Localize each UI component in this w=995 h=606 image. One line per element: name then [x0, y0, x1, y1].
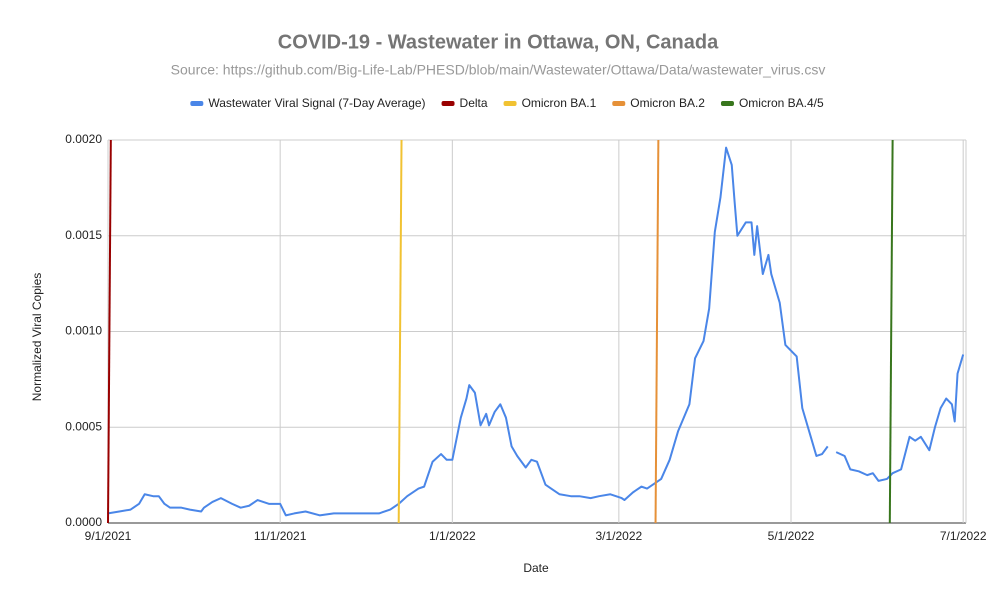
legend-label: Delta	[460, 96, 488, 110]
y-axis-label: Normalized Viral Copies	[30, 273, 44, 402]
series-line	[107, 146, 965, 517]
x-axis-label: Date	[523, 561, 549, 575]
legend-label: Omicron BA.1	[522, 96, 597, 110]
y-tick-label: 0.0020	[65, 132, 102, 146]
legend-swatch	[720, 101, 734, 106]
series-line	[654, 139, 660, 524]
x-tick-label: 11/1/2021	[254, 529, 307, 543]
y-tick-label: 0.0000	[65, 515, 102, 529]
series-line	[397, 139, 403, 524]
x-tick-label: 9/1/2021	[85, 529, 132, 543]
x-tick-label: 5/1/2022	[768, 529, 815, 543]
legend-swatch	[190, 101, 204, 106]
legend-swatch	[612, 101, 626, 106]
legend-label: Omicron BA.4/5	[739, 96, 824, 110]
y-tick-label: 0.0015	[65, 228, 102, 242]
legend-swatch	[503, 101, 517, 106]
series-line	[888, 139, 894, 524]
x-tick-label: 7/1/2022	[940, 529, 987, 543]
chart-title: COVID-19 - Wastewater in Ottawa, ON, Can…	[278, 31, 719, 53]
legend-swatch	[441, 101, 455, 106]
x-tick-label: 1/1/2022	[429, 529, 476, 543]
legend-label: Wastewater Viral Signal (7-Day Average)	[208, 96, 425, 110]
y-tick-label: 0.0010	[65, 324, 102, 338]
chart-subtitle: Source: https://github.com/Big-Life-Lab/…	[171, 62, 826, 78]
y-tick-label: 0.0005	[65, 419, 102, 433]
legend-label: Omicron BA.2	[630, 96, 705, 110]
x-tick-label: 3/1/2022	[595, 529, 642, 543]
series-line	[107, 139, 112, 524]
